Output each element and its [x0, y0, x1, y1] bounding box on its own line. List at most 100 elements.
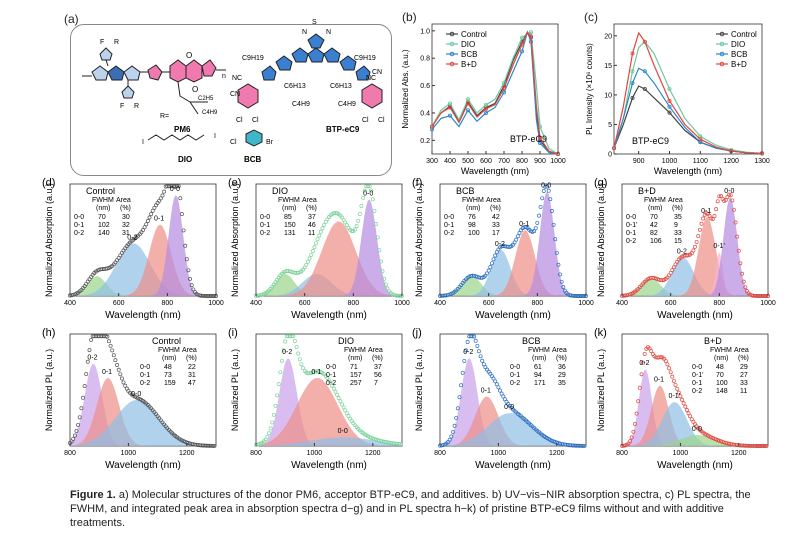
data-point [322, 222, 327, 227]
table-cell: 15 [674, 238, 682, 245]
table-cell: 0-2 [444, 230, 454, 237]
atom-nc-right: NC [366, 75, 376, 82]
data-markers [438, 334, 587, 448]
x-tick-label: 400 [434, 300, 446, 307]
table-cell: 100 [716, 380, 728, 387]
x-tick-label: 1000 [662, 158, 678, 165]
data-point [357, 211, 362, 216]
x-tick-label: 800 [531, 300, 543, 307]
table-unit-fwhm: (nm) [162, 355, 176, 362]
data-point [667, 87, 672, 92]
series-line-control [431, 31, 559, 155]
x-tick-label: 600 [480, 158, 492, 165]
peak-label: 0-0 [338, 428, 348, 435]
peak-label: 0-2 [87, 355, 97, 362]
data-point [494, 382, 499, 387]
table-cell: 0-0 [510, 364, 520, 371]
data-point [728, 193, 733, 198]
label-btp: BTP-eC9 [326, 125, 360, 134]
peak-label: 0-1 [154, 216, 164, 223]
data-point [719, 194, 723, 199]
x-axis-label: Wavelength (nm) [475, 460, 551, 471]
data-point [486, 268, 491, 273]
panel-a: (a) O O F R F R n R= C2 [62, 10, 392, 176]
y-tick-label: 0.8 [420, 56, 430, 63]
data-point [188, 276, 192, 281]
data-point [333, 211, 338, 215]
atom-n: n [222, 73, 226, 80]
table-cell: 0-2 [326, 380, 336, 387]
table-cell: 0-2 [692, 388, 702, 395]
table-cell: 42 [650, 222, 658, 229]
table-cell: 7 [374, 380, 378, 387]
data-point [356, 218, 361, 223]
x-tick-label: 1200 [179, 450, 195, 457]
peak-label: 0-1 [311, 369, 321, 376]
data-point [696, 234, 701, 239]
legend-marker [719, 51, 725, 57]
table-cell: 32 [122, 222, 130, 229]
panel-b-letter: (b) [402, 10, 417, 24]
data-point [683, 404, 688, 409]
fit-peak-2 [622, 217, 768, 296]
data-point [537, 141, 542, 146]
data-point [270, 420, 275, 425]
peak-label: 0-1 [481, 388, 491, 395]
data-point [354, 224, 359, 229]
x-tick-label: 400 [64, 300, 76, 307]
legend-label: DIO [731, 40, 745, 49]
atom-o-2: O [192, 85, 198, 94]
molecule-structures: O O F R F R n R= C2H5 C4H9 PM6 I I DIO C… [82, 19, 385, 164]
table-header-fwhm: FWHM [462, 197, 484, 204]
table-unit-area: (%) [306, 205, 317, 212]
table-header-fwhm: FWHM [278, 197, 300, 204]
table-unit-area: (%) [556, 355, 567, 362]
data-point [278, 370, 283, 375]
chart-g: 400 600 800 1000 Wavelength (nm) Normalized A… [594, 177, 776, 321]
table-cell: 159 [164, 380, 176, 387]
x-axis-label: Wavelength (nm) [291, 460, 367, 471]
data-point [449, 434, 454, 439]
atom-cn-right: CN [372, 69, 382, 76]
chart-e: 400 600 800 1000 Wavelength (nm) Normalized A… [228, 177, 410, 321]
x-axis-label: Wavelength (nm) [475, 310, 551, 321]
data-point [447, 437, 452, 442]
data-point [481, 362, 486, 367]
data-point [275, 393, 280, 398]
data-point [344, 411, 349, 416]
data-point [476, 349, 481, 354]
table-header-area: Area [734, 347, 749, 354]
data-point [312, 245, 317, 250]
data-point [448, 105, 453, 110]
data-point [305, 259, 310, 264]
data-point [367, 184, 372, 189]
data-point [115, 363, 119, 367]
peak-label: 0-2 [127, 234, 137, 241]
table-cell: 0-1 [74, 222, 84, 229]
data-point [460, 370, 465, 375]
x-tick-label: 800 [250, 450, 262, 457]
data-point [273, 403, 278, 408]
data-point [465, 340, 470, 344]
data-point [344, 223, 349, 228]
table-cell: 9 [674, 222, 678, 229]
atom-c6h13-right: C6H13 [330, 83, 352, 90]
table-cell: 61 [534, 364, 542, 371]
atom-n-2: N [326, 29, 331, 36]
table-cell: 0-2 [140, 380, 150, 387]
x-tick-label: 600 [113, 300, 125, 307]
y-tick-label: 20 [604, 33, 612, 40]
data-point [637, 385, 642, 390]
panel-letter: (k) [594, 327, 607, 339]
atom-br: Br [266, 139, 274, 146]
legend-marker [719, 41, 725, 47]
data-point [665, 362, 670, 367]
data-point [667, 104, 672, 109]
data-point [630, 95, 635, 100]
table-header-fwhm: FWHM [644, 197, 666, 204]
y-tick-label: 0.2 [420, 138, 430, 145]
data-point [276, 382, 281, 387]
data-point [668, 270, 673, 275]
chart-b: Wavelength (nm) Normalized Abs. (a.u.) B… [401, 23, 566, 176]
data-point [642, 87, 647, 92]
